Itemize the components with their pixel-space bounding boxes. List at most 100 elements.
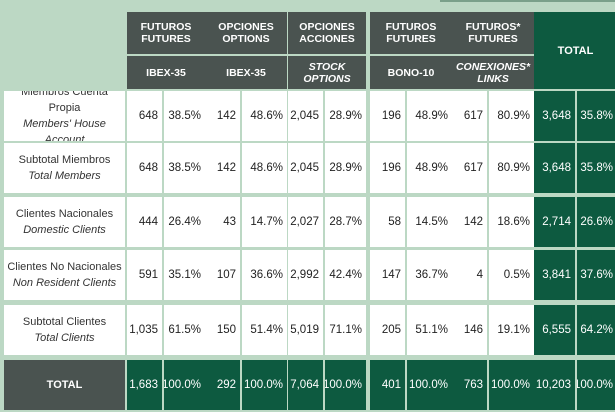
percent-cell: 18.6% [489, 197, 534, 247]
total-percent-value: 100.0% [408, 379, 448, 391]
group-sub-line2: OPTIONS [303, 72, 351, 85]
value-cell: 147 [370, 250, 405, 300]
count-value: 648 [138, 110, 158, 122]
row-total-percent-value: 37.6% [580, 269, 613, 281]
percent-cell: 80.9% [489, 91, 534, 141]
percent-value: 80.9% [497, 162, 530, 174]
grand-total-percent: 100.0% [577, 360, 615, 410]
top-divider-line [440, 0, 615, 2]
column-group-header: FUTUROS* FUTURES [452, 12, 534, 54]
value-cell: 591 [127, 250, 162, 300]
column-group-subheader: STOCK OPTIONS [288, 56, 366, 89]
value-cell: 617 [452, 91, 487, 141]
value-cell: 196 [370, 91, 405, 141]
row-total-count: 6,555 [542, 324, 571, 336]
column-group-subheader: CONEXIONES* LINKS [452, 56, 534, 89]
count-value: 617 [463, 162, 483, 174]
percent-cell: 26.4% [164, 197, 205, 247]
row-total-value: 3,648 [534, 143, 575, 193]
group-title-en: OPTIONS [222, 33, 270, 45]
percent-value: 28.9% [329, 162, 362, 174]
percent-value: 48.6% [250, 162, 283, 174]
percent-cell: 14.7% [242, 197, 287, 247]
row-label-en: Total Members [28, 170, 101, 182]
row-total-percent: 37.6% [577, 250, 615, 300]
count-value: 648 [138, 162, 158, 174]
group-title-es: OPCIONES [218, 21, 274, 33]
percent-value: 71.1% [329, 324, 362, 336]
row-total-percent: 35.8% [577, 91, 615, 141]
row-total-percent-value: 35.8% [580, 162, 613, 174]
value-cell: 2,992 [288, 250, 323, 300]
percent-value: 14.7% [250, 216, 283, 228]
total-count-value: 7,064 [290, 379, 319, 391]
percent-cell: 61.5% [164, 305, 205, 355]
percent-value: 48.9% [415, 162, 448, 174]
group-title-en: ACCIONES [299, 33, 355, 45]
total-header-label: TOTAL [557, 44, 594, 57]
total-count-value: 401 [381, 379, 401, 391]
column-group-header: OPCIONES ACCIONES [288, 12, 366, 54]
percent-value: 36.7% [415, 269, 448, 281]
count-value: 196 [381, 110, 401, 122]
value-cell: 58 [370, 197, 405, 247]
total-percent-cell: 100.0% [325, 360, 366, 410]
percent-value: 28.7% [329, 216, 362, 228]
count-value: 150 [216, 324, 236, 336]
value-cell: 4 [452, 250, 487, 300]
percent-value: 18.6% [497, 216, 530, 228]
total-value-cell: 401 [370, 360, 405, 410]
row-total-value: 6,555 [534, 305, 575, 355]
row-label: Miembros Cuenta Propia Members' House Acc… [4, 91, 125, 141]
total-value-cell: 763 [452, 360, 487, 410]
total-count-value: 292 [216, 379, 236, 391]
row-label-es: Subtotal Miembros [18, 154, 111, 166]
percent-cell: 36.6% [242, 250, 287, 300]
row-total-count: 3,648 [542, 162, 571, 174]
total-value-cell: 7,064 [288, 360, 323, 410]
total-percent-value: 100.0% [164, 379, 201, 391]
percent-cell: 80.9% [489, 143, 534, 193]
grand-total-count: 10,203 [535, 379, 571, 391]
row-total-value: 2,714 [534, 197, 575, 247]
percent-value: 28.9% [329, 110, 362, 122]
percent-value: 48.9% [415, 110, 448, 122]
percent-value: 51.1% [415, 324, 448, 336]
group-title-en: FUTURES [141, 33, 191, 45]
percent-cell: 38.5% [164, 91, 205, 141]
percent-cell: 35.1% [164, 250, 205, 300]
column-group-header: FUTUROS FUTURES [370, 12, 452, 54]
percent-cell: 28.9% [325, 91, 366, 141]
count-value: 1,035 [129, 324, 158, 336]
percent-cell: 51.1% [407, 305, 452, 355]
percent-value: 38.5% [168, 162, 201, 174]
row-label-en: Non Resident Clients [12, 277, 117, 289]
value-cell: 617 [452, 143, 487, 193]
value-cell: 648 [127, 143, 162, 193]
percent-cell: 48.6% [242, 91, 287, 141]
row-total-percent: 35.8% [577, 143, 615, 193]
row-label-es: Clientes No Nacionales [7, 261, 122, 273]
percent-value: 35.1% [168, 269, 201, 281]
total-count-value: 1,683 [129, 379, 158, 391]
value-cell: 196 [370, 143, 405, 193]
count-value: 196 [381, 162, 401, 174]
total-percent-value: 100.0% [490, 379, 530, 391]
row-total-count: 3,648 [542, 110, 571, 122]
count-value: 444 [138, 216, 158, 228]
row-label: Clientes Nacionales Domestic Clients [4, 197, 125, 247]
total-percent-cell: 100.0% [489, 360, 534, 410]
count-value: 147 [381, 269, 401, 281]
count-value: 591 [138, 269, 158, 281]
value-cell: 142 [205, 91, 240, 141]
group-sub-line1: CONEXIONES* [455, 60, 531, 73]
value-cell: 150 [205, 305, 240, 355]
row-label-en: Domestic Clients [23, 224, 106, 236]
total-row-label-text: TOTAL [46, 379, 83, 391]
row-total-percent: 64.2% [577, 305, 615, 355]
percent-value: 19.1% [497, 324, 530, 336]
column-group-header: FUTUROS FUTURES [127, 12, 205, 54]
row-total-percent-value: 26.6% [580, 216, 613, 228]
percent-cell: 19.1% [489, 305, 534, 355]
value-cell: 2,027 [288, 197, 323, 247]
